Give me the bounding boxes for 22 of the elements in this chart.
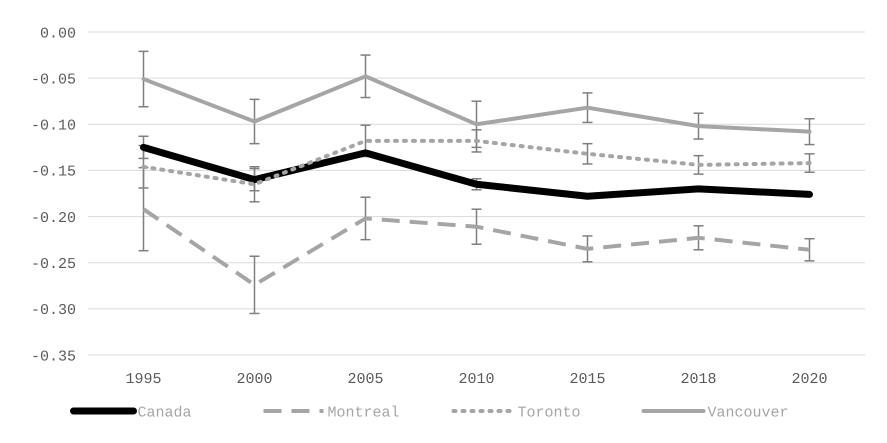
x-tick-label: 2020 — [791, 371, 828, 388]
y-tick-label: 0.00 — [40, 25, 76, 42]
x-tick-label: 2010 — [458, 371, 495, 388]
y-tick-label: -0.10 — [30, 118, 76, 135]
x-tick-label: 2018 — [680, 371, 717, 388]
y-tick-label: -0.30 — [30, 302, 76, 320]
legend-label: Canada — [138, 404, 192, 422]
legend-label: Toronto — [518, 404, 581, 422]
y-tick-label: -0.35 — [30, 348, 76, 366]
line-series — [142, 207, 812, 287]
x-tick-label: 2005 — [347, 371, 384, 388]
y-tick-label: -0.20 — [30, 210, 76, 227]
line-series — [142, 74, 812, 134]
x-tick-label: 2015 — [569, 371, 606, 388]
x-tick-label: 2000 — [236, 371, 273, 388]
y-tick-label: -0.15 — [30, 164, 76, 181]
y-tick-label: -0.05 — [30, 71, 76, 88]
legend-label: Vancouver — [708, 404, 789, 422]
y-tick-label: -0.25 — [30, 256, 76, 273]
legend-label: Montreal — [328, 404, 400, 422]
line-series — [142, 138, 812, 186]
x-tick-label: 1995 — [125, 371, 162, 388]
